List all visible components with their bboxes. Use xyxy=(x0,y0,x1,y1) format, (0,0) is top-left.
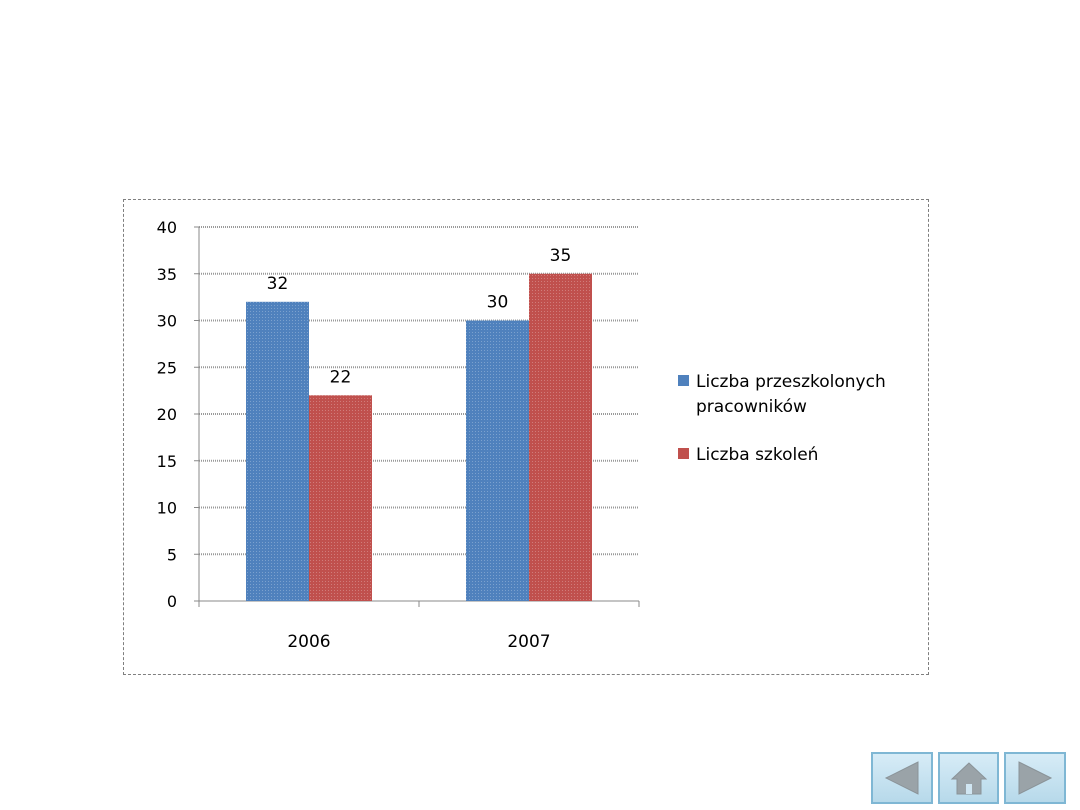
y-tick-label: 30 xyxy=(157,312,177,331)
data-label: 30 xyxy=(487,293,509,313)
legend-swatch xyxy=(678,448,689,459)
slide-navigation xyxy=(871,752,1071,808)
data-label: 35 xyxy=(550,246,572,266)
y-tick-label: 10 xyxy=(157,499,177,518)
bar xyxy=(246,301,309,601)
y-tick-label: 35 xyxy=(157,265,177,284)
prev-button[interactable] xyxy=(871,752,933,804)
legend-swatch xyxy=(678,375,689,386)
bar xyxy=(529,273,592,601)
y-tick-label: 15 xyxy=(157,452,177,471)
bar xyxy=(466,320,529,601)
legend-label: pracowników xyxy=(696,397,807,417)
y-tick-label: 40 xyxy=(157,218,177,237)
triangle-left-icon xyxy=(884,761,919,795)
data-label: 22 xyxy=(330,367,352,387)
y-tick-label: 5 xyxy=(167,545,177,564)
data-label: 32 xyxy=(267,274,289,294)
home-button[interactable] xyxy=(937,752,1000,804)
legend-label: Liczba szkoleń xyxy=(696,445,818,465)
house-icon xyxy=(950,762,987,795)
chart-area: 0 5 10 15 20 25 30 35 40 32 22 2006 30 35 2007 Liczba p… xyxy=(123,199,929,675)
legend-label: Liczba przeszkolonych xyxy=(696,372,886,392)
y-tick-label: 0 xyxy=(167,592,177,611)
triangle-right-icon xyxy=(1018,761,1053,795)
y-tick-label: 25 xyxy=(157,358,177,377)
bar xyxy=(309,395,372,601)
next-button[interactable] xyxy=(1004,752,1067,804)
category-label: 2006 xyxy=(287,632,330,652)
category-label: 2007 xyxy=(507,632,550,652)
bar-chart: 0 5 10 15 20 25 30 35 40 32 22 2006 30 35 2007 Liczba p… xyxy=(157,218,886,652)
y-tick-label: 20 xyxy=(157,405,177,424)
